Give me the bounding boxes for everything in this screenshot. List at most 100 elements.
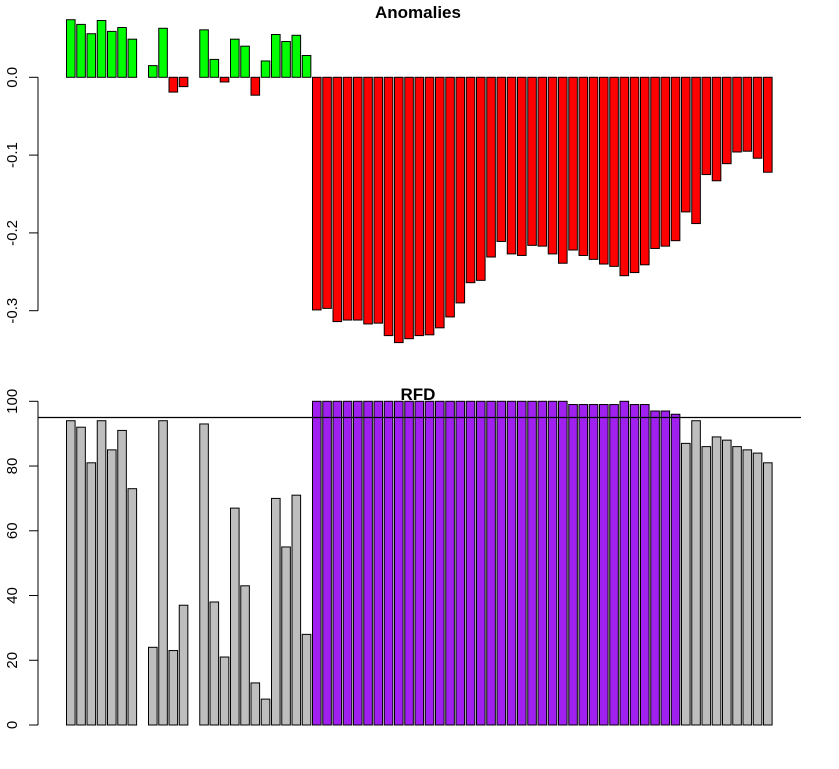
anomaly-bar <box>250 76 261 96</box>
rfd-bar <box>158 420 168 726</box>
rfd-bar <box>414 400 425 726</box>
anomaly-bar <box>527 76 537 246</box>
anomaly-bar <box>640 76 650 266</box>
rfd-bar <box>629 404 640 726</box>
anomaly-bar <box>107 30 117 78</box>
anomaly-bar <box>629 76 640 274</box>
anomaly-bar <box>763 76 773 173</box>
rfd-title: RFD <box>401 385 436 404</box>
anomalies-title: Anomalies <box>375 3 461 22</box>
anomaly-bar <box>332 76 343 323</box>
rfd-bar <box>465 400 476 726</box>
y-tick-label: -0.1 <box>4 142 21 168</box>
rfd-bar <box>701 446 712 726</box>
rfd-bar <box>117 429 127 726</box>
anomaly-bar <box>424 76 435 336</box>
y-tick-label: 60 <box>4 522 21 539</box>
anomaly-bar <box>465 76 476 284</box>
anomaly-bar <box>86 33 97 78</box>
rfd-bar <box>86 462 97 726</box>
rfd-bar <box>250 682 261 726</box>
anomaly-bar <box>96 20 107 78</box>
anomaly-bar <box>609 76 619 267</box>
rfd-bar <box>271 497 281 726</box>
rfd-bar <box>568 404 578 726</box>
anomaly-bar <box>178 76 189 88</box>
rfd-bar <box>660 410 671 726</box>
rfd-bar <box>558 400 568 726</box>
anomaly-bar <box>117 27 127 78</box>
rfd-bar <box>107 449 117 726</box>
anomaly-bar <box>455 76 466 304</box>
rfd-bar <box>609 404 619 726</box>
anomaly-bar <box>742 76 753 152</box>
rfd-bar <box>404 400 414 726</box>
rfd-bar <box>640 404 650 726</box>
anomaly-bar <box>127 38 138 78</box>
anomaly-bar <box>301 55 312 78</box>
anomaly-bar <box>558 76 568 264</box>
anomaly-bar <box>486 76 496 258</box>
rfd-bar <box>178 604 189 726</box>
rfd-bar <box>363 400 373 726</box>
rfd-bar <box>168 650 179 726</box>
rfd-bar <box>383 400 394 726</box>
rfd-bar <box>681 442 691 726</box>
rfd-bar <box>219 656 230 726</box>
rfd-bars <box>66 400 773 726</box>
anomaly-bar <box>240 45 250 78</box>
rfd-bar <box>66 420 76 726</box>
rfd-bar <box>281 546 291 726</box>
rfd-bar <box>260 698 271 726</box>
anomaly-bar <box>435 76 445 329</box>
rfd-bar <box>445 400 455 726</box>
rfd-bar <box>527 400 537 726</box>
anomaly-bar <box>732 76 742 153</box>
anomaly-bar <box>148 65 158 78</box>
anomaly-bar <box>670 76 681 242</box>
anomaly-bar <box>650 76 660 249</box>
rfd-panel: 0 20 40 60 80 100 RFD <box>4 385 801 729</box>
anomaly-bar <box>260 60 271 78</box>
rfd-bar <box>588 404 599 726</box>
rfd-bar <box>732 446 742 726</box>
anomaly-bar <box>568 76 578 251</box>
y-tick-label: -0.3 <box>4 298 21 324</box>
rfd-bar <box>506 400 517 726</box>
anomaly-bar <box>691 76 701 225</box>
rfd-bar <box>547 400 558 726</box>
anomaly-bar <box>445 76 455 318</box>
anomaly-bar <box>496 76 507 242</box>
anomaly-bar <box>342 76 353 321</box>
anomaly-bar <box>291 34 302 78</box>
anomalies-y-axis: 0.0 -0.1 -0.2 -0.3 <box>4 67 39 324</box>
rfd-bar <box>394 400 404 726</box>
rfd-bar <box>742 449 753 726</box>
y-tick-label: 100 <box>4 389 21 414</box>
rfd-bar <box>127 488 138 726</box>
anomaly-bar <box>209 58 220 78</box>
rfd-bar <box>96 420 107 726</box>
rfd-bar <box>301 633 312 726</box>
anomaly-bar <box>158 27 168 78</box>
rfd-bar <box>599 404 609 726</box>
anomaly-bar <box>76 23 86 78</box>
anomaly-bar <box>547 76 558 255</box>
rfd-bar <box>291 494 302 726</box>
rfd-bar <box>691 420 701 726</box>
rfd-bar <box>435 400 445 726</box>
anomaly-bar <box>517 76 527 256</box>
anomaly-bar <box>476 76 486 281</box>
y-tick-label: 0 <box>4 721 21 729</box>
rfd-bar <box>199 423 209 726</box>
anomaly-bar <box>599 76 609 265</box>
anomaly-bar <box>404 76 414 340</box>
rfd-bar <box>76 426 86 726</box>
anomaly-bar <box>271 34 281 78</box>
anomaly-bar <box>537 76 548 247</box>
y-tick-label: 80 <box>4 458 21 475</box>
rfd-bar <box>209 601 220 726</box>
rfd-bar <box>240 585 250 726</box>
rfd-bar <box>619 400 630 726</box>
